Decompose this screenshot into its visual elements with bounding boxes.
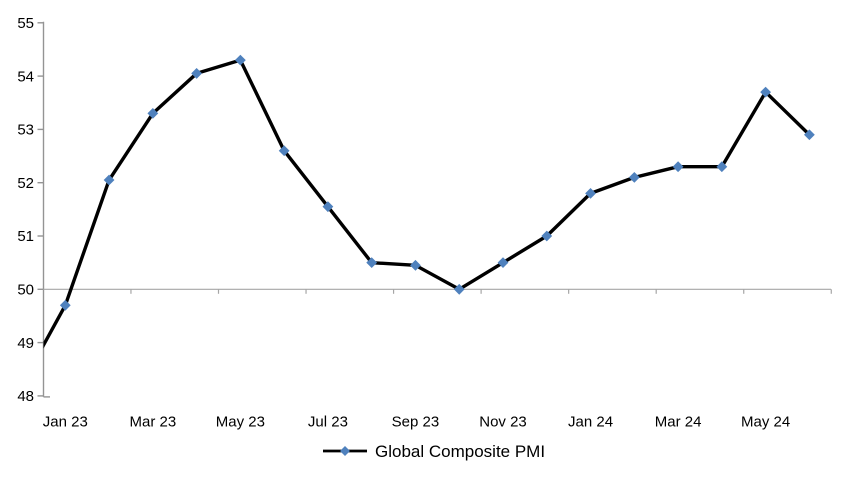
x-tick-label: Nov 23	[479, 414, 527, 431]
series-markers	[59, 54, 815, 311]
x-tick-label: May 24	[741, 414, 790, 431]
data-point-marker	[234, 54, 246, 66]
legend-diamond-marker-icon	[340, 446, 350, 456]
data-point-marker	[103, 174, 115, 186]
data-point-marker	[716, 161, 728, 173]
data-point-marker	[453, 283, 465, 295]
category-axis-at-50	[43, 288, 832, 294]
series-line	[43, 58, 812, 349]
data-point-marker	[628, 171, 640, 183]
x-tick-label: Jan 23	[43, 414, 88, 431]
y-tick-label: 49	[17, 335, 34, 352]
x-tick-label: Mar 24	[655, 414, 702, 431]
data-point-marker	[541, 230, 553, 242]
x-tick-label: Jan 24	[568, 414, 613, 431]
data-point-marker	[803, 129, 815, 141]
x-tick-label: May 23	[216, 414, 265, 431]
data-point-marker	[59, 299, 71, 311]
y-axis-labels: 48 49 50 51 52 53 54 55	[17, 15, 34, 405]
data-point-marker	[366, 257, 378, 269]
y-tick-label: 55	[17, 15, 34, 32]
y-tick-label: 51	[17, 228, 34, 245]
data-point-marker	[672, 161, 684, 173]
data-point-marker	[147, 108, 159, 119]
data-point-marker	[410, 259, 421, 271]
y-tick-label: 54	[17, 68, 34, 85]
data-point-marker	[191, 68, 203, 79]
legend-label: Global Composite PMI	[375, 442, 545, 461]
pmi-line	[43, 58, 812, 349]
data-point-marker	[760, 86, 772, 98]
legend: Global Composite PMI	[323, 442, 545, 461]
data-point-marker	[585, 187, 596, 199]
x-tick-label: Jul 23	[308, 414, 348, 431]
x-tick-label: Sep 23	[392, 414, 440, 431]
y-tick-label: 50	[17, 282, 34, 299]
y-tick-label: 52	[17, 175, 34, 192]
y-tick-label: 48	[17, 388, 34, 405]
x-axis-labels: Jan 23 Mar 23 May 23 Jul 23 Sep 23 Nov 23 Jan …	[43, 414, 790, 431]
data-point-marker	[322, 201, 334, 213]
y-axis	[37, 21, 50, 398]
x-tick-label: Mar 23	[129, 414, 176, 431]
data-point-marker	[497, 257, 509, 269]
y-tick-label: 53	[17, 122, 34, 139]
data-point-marker	[278, 145, 290, 157]
